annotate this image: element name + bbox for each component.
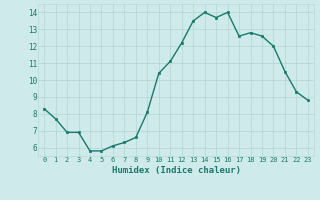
X-axis label: Humidex (Indice chaleur): Humidex (Indice chaleur) xyxy=(111,166,241,175)
